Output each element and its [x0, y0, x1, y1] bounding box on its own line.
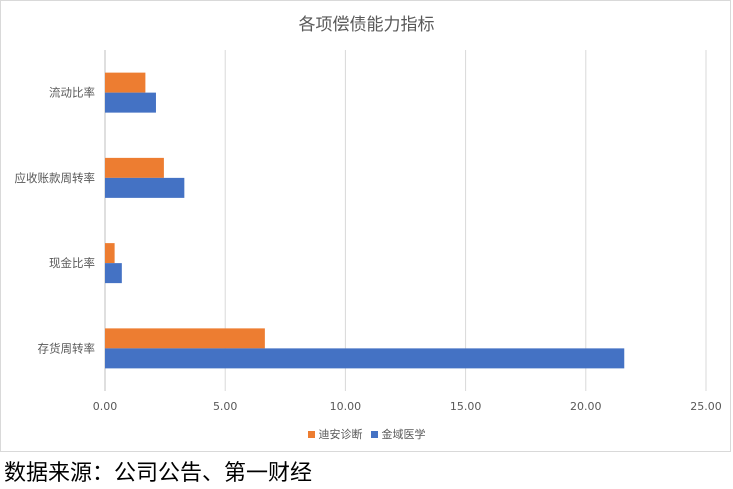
bar-0 [105, 243, 115, 264]
legend-item: 金域医学 [370, 426, 426, 442]
source-note: 数据来源：公司公告、第一财经 [4, 461, 313, 486]
bar-0 [105, 72, 146, 93]
y-category-label: 现金比率 [49, 256, 95, 270]
y-category-label: 存货周转率 [38, 341, 96, 355]
y-category-label: 流动比率 [49, 86, 95, 100]
x-tick-label: 5.00 [213, 400, 238, 413]
y-category-label: 应收账款周转率 [15, 171, 96, 185]
x-tick-label: 20.00 [570, 400, 602, 413]
legend-label: 迪安诊断 [318, 428, 363, 441]
legend-item: 迪安诊断 [307, 426, 363, 442]
bar-chart-plot: 0.00 5.00 10.00 15.00 20.00 25.00 流动比率应收账款周转率现… [15, 50, 722, 413]
chart-legend: 迪安诊断 金域医学 [0, 426, 733, 442]
x-tick-label: 0.00 [93, 400, 118, 413]
x-tick-label: 25.00 [690, 400, 722, 413]
x-tick-label: 15.00 [450, 400, 482, 413]
x-tick-label: 10.00 [330, 400, 362, 413]
bar-0 [105, 328, 265, 349]
bar-0 [105, 157, 164, 178]
bar-1 [105, 263, 122, 284]
legend-swatch [307, 430, 315, 438]
chart-title: 各项偿债能力指标 [298, 15, 435, 35]
legend-label: 金域医学 [381, 428, 426, 441]
legend-swatch [370, 430, 378, 438]
bar-1 [105, 92, 156, 113]
bar-1 [105, 177, 185, 198]
bar-1 [105, 348, 625, 369]
